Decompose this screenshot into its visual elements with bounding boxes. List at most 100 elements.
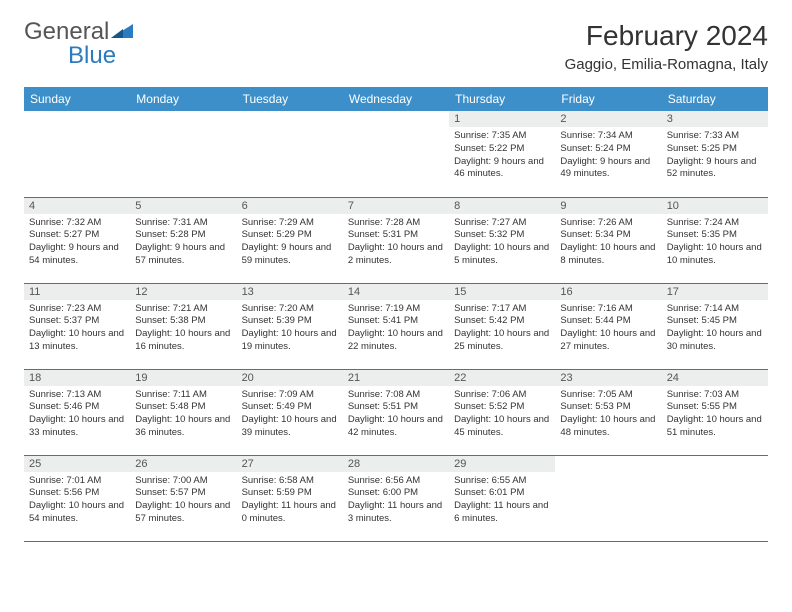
day-number: 26	[130, 456, 236, 472]
day-number: 29	[449, 456, 555, 472]
day-number: 11	[24, 284, 130, 300]
day-number: 5	[130, 198, 236, 214]
day-number: 7	[343, 198, 449, 214]
calendar-empty	[662, 455, 768, 541]
calendar-day: 26Sunrise: 7:00 AMSunset: 5:57 PMDayligh…	[130, 455, 236, 541]
calendar-day: 17Sunrise: 7:14 AMSunset: 5:45 PMDayligh…	[662, 283, 768, 369]
day-number: 28	[343, 456, 449, 472]
weekday-header: Saturday	[662, 87, 768, 111]
calendar-day: 13Sunrise: 7:20 AMSunset: 5:39 PMDayligh…	[237, 283, 343, 369]
day-number: 14	[343, 284, 449, 300]
month-title: February 2024	[565, 20, 768, 52]
day-details: Sunrise: 7:21 AMSunset: 5:38 PMDaylight:…	[130, 300, 236, 358]
calendar-empty	[343, 111, 449, 197]
day-number: 19	[130, 370, 236, 386]
day-number: 8	[449, 198, 555, 214]
day-details: Sunrise: 6:55 AMSunset: 6:01 PMDaylight:…	[449, 472, 555, 530]
day-details: Sunrise: 7:05 AMSunset: 5:53 PMDaylight:…	[555, 386, 661, 444]
weekday-header: Sunday	[24, 87, 130, 111]
calendar-empty	[24, 111, 130, 197]
day-number: 3	[662, 111, 768, 127]
calendar-day: 16Sunrise: 7:16 AMSunset: 5:44 PMDayligh…	[555, 283, 661, 369]
logo: GeneralBlue	[24, 20, 133, 68]
calendar-day: 1Sunrise: 7:35 AMSunset: 5:22 PMDaylight…	[449, 111, 555, 197]
day-details: Sunrise: 7:28 AMSunset: 5:31 PMDaylight:…	[343, 214, 449, 272]
day-details: Sunrise: 7:31 AMSunset: 5:28 PMDaylight:…	[130, 214, 236, 272]
weekday-header: Thursday	[449, 87, 555, 111]
day-details: Sunrise: 7:17 AMSunset: 5:42 PMDaylight:…	[449, 300, 555, 358]
weekday-header: Friday	[555, 87, 661, 111]
day-number: 9	[555, 198, 661, 214]
day-number: 23	[555, 370, 661, 386]
weekday-header: Tuesday	[237, 87, 343, 111]
day-details: Sunrise: 7:27 AMSunset: 5:32 PMDaylight:…	[449, 214, 555, 272]
calendar-day: 15Sunrise: 7:17 AMSunset: 5:42 PMDayligh…	[449, 283, 555, 369]
day-number: 18	[24, 370, 130, 386]
day-number: 22	[449, 370, 555, 386]
day-details: Sunrise: 7:24 AMSunset: 5:35 PMDaylight:…	[662, 214, 768, 272]
calendar-day: 18Sunrise: 7:13 AMSunset: 5:46 PMDayligh…	[24, 369, 130, 455]
day-details: Sunrise: 7:26 AMSunset: 5:34 PMDaylight:…	[555, 214, 661, 272]
calendar-day: 25Sunrise: 7:01 AMSunset: 5:56 PMDayligh…	[24, 455, 130, 541]
day-number: 17	[662, 284, 768, 300]
logo-triangle-icon	[111, 20, 133, 44]
day-details: Sunrise: 7:00 AMSunset: 5:57 PMDaylight:…	[130, 472, 236, 530]
day-details: Sunrise: 7:01 AMSunset: 5:56 PMDaylight:…	[24, 472, 130, 530]
day-details: Sunrise: 6:58 AMSunset: 5:59 PMDaylight:…	[237, 472, 343, 530]
location-text: Gaggio, Emilia-Romagna, Italy	[565, 56, 768, 73]
calendar-day: 23Sunrise: 7:05 AMSunset: 5:53 PMDayligh…	[555, 369, 661, 455]
calendar-day: 8Sunrise: 7:27 AMSunset: 5:32 PMDaylight…	[449, 197, 555, 283]
day-number: 15	[449, 284, 555, 300]
day-details: Sunrise: 7:29 AMSunset: 5:29 PMDaylight:…	[237, 214, 343, 272]
weekday-header: Wednesday	[343, 87, 449, 111]
day-number: 6	[237, 198, 343, 214]
day-details: Sunrise: 7:08 AMSunset: 5:51 PMDaylight:…	[343, 386, 449, 444]
day-number: 25	[24, 456, 130, 472]
calendar-day: 3Sunrise: 7:33 AMSunset: 5:25 PMDaylight…	[662, 111, 768, 197]
calendar-day: 19Sunrise: 7:11 AMSunset: 5:48 PMDayligh…	[130, 369, 236, 455]
day-details: Sunrise: 7:34 AMSunset: 5:24 PMDaylight:…	[555, 127, 661, 185]
calendar-day: 10Sunrise: 7:24 AMSunset: 5:35 PMDayligh…	[662, 197, 768, 283]
calendar-day: 29Sunrise: 6:55 AMSunset: 6:01 PMDayligh…	[449, 455, 555, 541]
calendar-day: 4Sunrise: 7:32 AMSunset: 5:27 PMDaylight…	[24, 197, 130, 283]
weekday-header: Monday	[130, 87, 236, 111]
day-details: Sunrise: 7:35 AMSunset: 5:22 PMDaylight:…	[449, 127, 555, 185]
calendar-day: 7Sunrise: 7:28 AMSunset: 5:31 PMDaylight…	[343, 197, 449, 283]
day-number: 13	[237, 284, 343, 300]
calendar-day: 20Sunrise: 7:09 AMSunset: 5:49 PMDayligh…	[237, 369, 343, 455]
calendar-empty	[555, 455, 661, 541]
calendar-day: 14Sunrise: 7:19 AMSunset: 5:41 PMDayligh…	[343, 283, 449, 369]
header: GeneralBlue February 2024 Gaggio, Emilia…	[24, 20, 768, 73]
day-number: 12	[130, 284, 236, 300]
logo-text-2: Blue	[24, 44, 133, 68]
day-details: Sunrise: 7:33 AMSunset: 5:25 PMDaylight:…	[662, 127, 768, 185]
day-number: 27	[237, 456, 343, 472]
day-details: Sunrise: 7:09 AMSunset: 5:49 PMDaylight:…	[237, 386, 343, 444]
day-number: 24	[662, 370, 768, 386]
calendar-day: 24Sunrise: 7:03 AMSunset: 5:55 PMDayligh…	[662, 369, 768, 455]
day-number: 10	[662, 198, 768, 214]
calendar-day: 28Sunrise: 6:56 AMSunset: 6:00 PMDayligh…	[343, 455, 449, 541]
logo-text-1: General	[24, 20, 109, 44]
calendar-day: 6Sunrise: 7:29 AMSunset: 5:29 PMDaylight…	[237, 197, 343, 283]
day-details: Sunrise: 6:56 AMSunset: 6:00 PMDaylight:…	[343, 472, 449, 530]
day-number: 20	[237, 370, 343, 386]
calendar-day: 5Sunrise: 7:31 AMSunset: 5:28 PMDaylight…	[130, 197, 236, 283]
day-details: Sunrise: 7:14 AMSunset: 5:45 PMDaylight:…	[662, 300, 768, 358]
day-details: Sunrise: 7:16 AMSunset: 5:44 PMDaylight:…	[555, 300, 661, 358]
day-details: Sunrise: 7:32 AMSunset: 5:27 PMDaylight:…	[24, 214, 130, 272]
calendar-day: 12Sunrise: 7:21 AMSunset: 5:38 PMDayligh…	[130, 283, 236, 369]
calendar-day: 11Sunrise: 7:23 AMSunset: 5:37 PMDayligh…	[24, 283, 130, 369]
day-details: Sunrise: 7:06 AMSunset: 5:52 PMDaylight:…	[449, 386, 555, 444]
calendar-day: 22Sunrise: 7:06 AMSunset: 5:52 PMDayligh…	[449, 369, 555, 455]
day-details: Sunrise: 7:13 AMSunset: 5:46 PMDaylight:…	[24, 386, 130, 444]
calendar-day: 27Sunrise: 6:58 AMSunset: 5:59 PMDayligh…	[237, 455, 343, 541]
calendar-table: SundayMondayTuesdayWednesdayThursdayFrid…	[24, 87, 768, 542]
day-details: Sunrise: 7:19 AMSunset: 5:41 PMDaylight:…	[343, 300, 449, 358]
calendar-empty	[130, 111, 236, 197]
calendar-day: 9Sunrise: 7:26 AMSunset: 5:34 PMDaylight…	[555, 197, 661, 283]
day-details: Sunrise: 7:03 AMSunset: 5:55 PMDaylight:…	[662, 386, 768, 444]
day-number: 21	[343, 370, 449, 386]
day-details: Sunrise: 7:20 AMSunset: 5:39 PMDaylight:…	[237, 300, 343, 358]
calendar-day: 2Sunrise: 7:34 AMSunset: 5:24 PMDaylight…	[555, 111, 661, 197]
